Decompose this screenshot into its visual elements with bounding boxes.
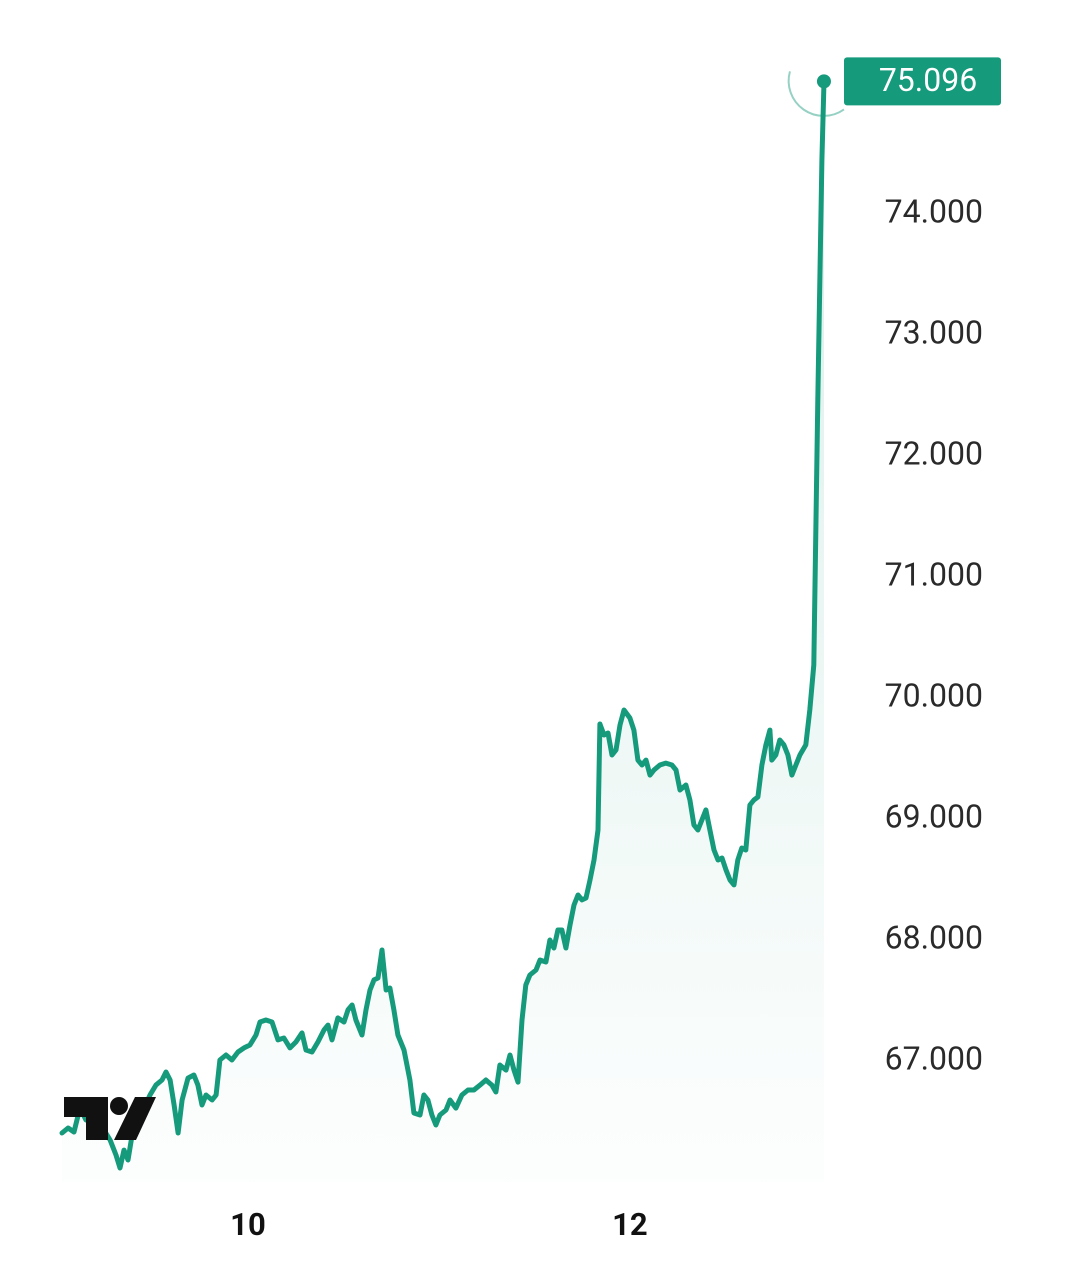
y-tick-label: 69.000	[885, 797, 983, 835]
y-tick-label: 70.000	[885, 676, 983, 714]
price-label-box	[844, 57, 1001, 106]
last-point	[816, 74, 831, 89]
area-layer	[62, 81, 824, 1182]
y-tick-label: 73.000	[885, 313, 983, 351]
y-tick-label: 67.000	[885, 1039, 983, 1077]
y-tick-label: 74.000	[885, 192, 983, 230]
logo-shape	[64, 1097, 108, 1140]
x-tick-label: 10	[230, 1206, 266, 1243]
y-tick-label: 71.000	[885, 555, 983, 593]
line-layer: 75.096	[59, 57, 1001, 1171]
x-tick-label: 12	[612, 1206, 648, 1243]
logo-shape	[114, 1097, 156, 1140]
watermark-logo	[64, 1097, 156, 1140]
logo-shape	[110, 1097, 128, 1115]
pulse-ring	[787, 71, 845, 117]
area-fill	[62, 81, 824, 1182]
axis-layer: 67.000 68.000 69.000 70.000 71.000 72.000 73.0…	[230, 192, 983, 1243]
price-label: 75.096	[879, 61, 977, 99]
price-line	[59, 78, 827, 1171]
y-tick-label: 72.000	[885, 434, 983, 472]
y-tick-label: 68.000	[885, 918, 983, 956]
